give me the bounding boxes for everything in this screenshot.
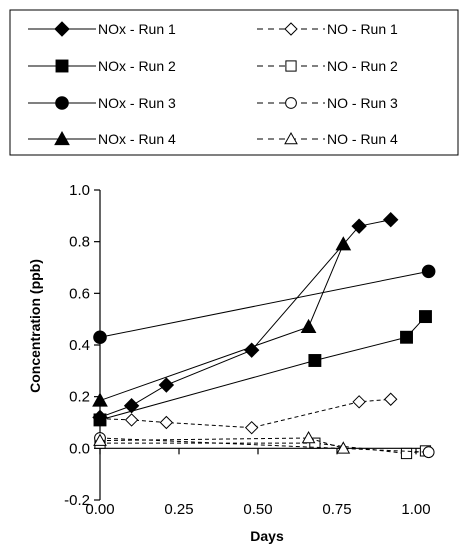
data-point-nox-run-1 xyxy=(123,398,140,414)
legend-label-nox-run-3: NOx - Run 3 xyxy=(98,95,176,111)
legend-label-nox-run-1: NOx - Run 1 xyxy=(98,21,176,37)
y-tick-label: 0.6 xyxy=(69,285,90,302)
data-point-nox-run-2 xyxy=(419,310,432,324)
data-point-nox-run-3 xyxy=(421,264,436,279)
legend-marker-nox-run-3 xyxy=(55,96,69,110)
x-tick-label: 0.50 xyxy=(243,501,272,518)
x-tick-label: 0.75 xyxy=(322,501,351,518)
data-point-no-run-4 xyxy=(301,430,316,444)
data-point-nox-run-2 xyxy=(308,354,322,367)
series-line-no-run-4 xyxy=(99,437,344,449)
data-point-nox-run-1 xyxy=(243,342,260,358)
y-tick-label: -0.2 xyxy=(64,492,90,509)
legend-marker-no-run-1 xyxy=(284,22,298,36)
data-point-nox-run-1 xyxy=(158,377,175,393)
y-tick-label: 0.8 xyxy=(69,234,90,251)
legend-marker-no-run-4 xyxy=(284,131,298,145)
data-point-no-run-4 xyxy=(336,441,351,454)
legend-label-no-run-2: NO - Run 2 xyxy=(327,58,398,74)
y-tick-label: 1.0 xyxy=(69,182,90,199)
x-tick-label: 0.25 xyxy=(164,501,193,518)
data-point-no-run-1 xyxy=(159,415,174,430)
legend-box xyxy=(9,9,459,156)
data-point-no-run-1 xyxy=(352,395,366,409)
series-line-no-run-1 xyxy=(99,398,391,429)
legend-label-nox-run-4: NOx - Run 4 xyxy=(98,131,176,147)
legend: NOx - Run 1 NO - Run 1 NOx - Run 2 NO - Run… xyxy=(9,9,459,156)
data-point-nox-run-2 xyxy=(93,413,107,427)
y-axis-title: Concentration (ppb) xyxy=(27,259,43,393)
data-point-nox-run-4 xyxy=(92,392,108,407)
data-point-no-run-2 xyxy=(400,447,413,460)
data-point-no-run-1 xyxy=(124,413,139,427)
data-point-nox-run-3 xyxy=(93,330,107,345)
series-line-nox-run-2 xyxy=(99,316,426,421)
data-point-no-run-1 xyxy=(384,392,398,406)
data-point-nox-run-4 xyxy=(335,236,352,251)
data-point-no-run-3 xyxy=(422,446,435,459)
legend-label-no-run-1: NO - Run 1 xyxy=(327,21,398,37)
plot-area: -0.2 0.0 0.2 0.4 0.6 0.8 1.0 0.00 0.25 0.50 0.75 1.… xyxy=(64,182,436,518)
legend-marker-nox-run-1 xyxy=(54,21,70,37)
x-axis-title: Days xyxy=(250,528,284,544)
x-tick-label: 0.00 xyxy=(85,501,114,518)
y-tick-label: 0.0 xyxy=(69,440,90,457)
y-tick-label: 0.2 xyxy=(69,389,90,406)
legend-marker-no-run-3 xyxy=(285,97,297,109)
legend-label-no-run-4: NO - Run 4 xyxy=(327,131,398,147)
y-tick-label: 0.4 xyxy=(69,337,90,354)
data-point-nox-run-4 xyxy=(300,318,317,334)
data-point-no-run-1 xyxy=(244,420,259,435)
data-point-no-run-4 xyxy=(93,433,107,446)
series-line-nox-run-3 xyxy=(99,270,429,338)
legend-label-no-run-3: NO - Run 3 xyxy=(327,95,398,111)
legend-label-nox-run-2: NOx - Run 2 xyxy=(98,58,176,74)
data-point-nox-run-1 xyxy=(351,218,367,234)
series-line-no-run-2 xyxy=(100,442,426,455)
legend-marker-nox-run-4 xyxy=(54,130,70,146)
legend-marker-no-run-2 xyxy=(285,60,297,72)
series-line-no-run-3 xyxy=(99,437,429,453)
legend-marker-nox-run-2 xyxy=(55,59,69,73)
x-tick-label: 1.00 xyxy=(401,501,430,518)
data-point-nox-run-2 xyxy=(400,330,413,344)
data-point-nox-run-1 xyxy=(383,212,399,228)
